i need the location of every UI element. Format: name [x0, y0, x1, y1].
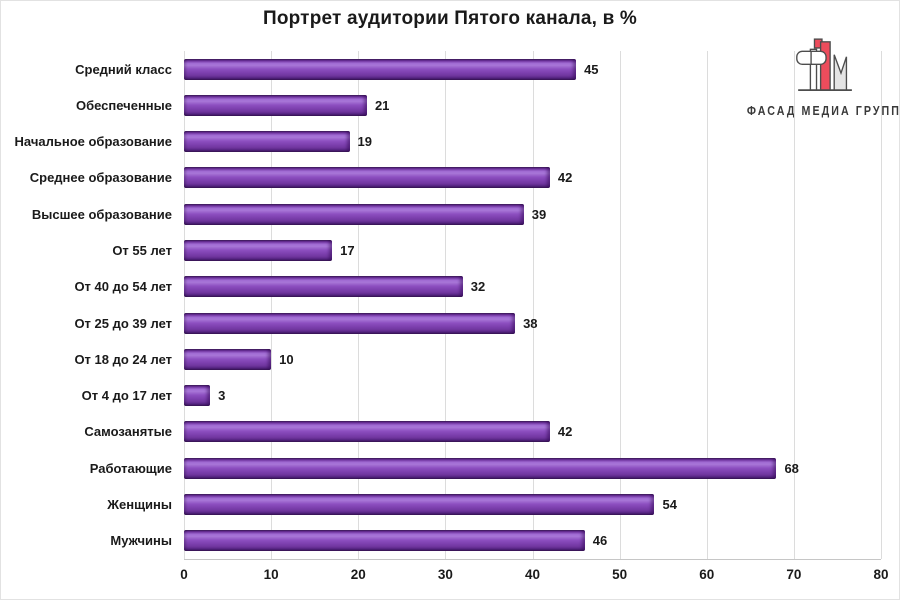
category-label: От 18 до 24 лет: [74, 351, 172, 367]
fasad-media-monogram-icon: [796, 38, 852, 91]
bar: [184, 58, 577, 80]
bar: [184, 421, 550, 443]
x-tick-label: 10: [263, 567, 279, 582]
x-tick-label: 80: [873, 567, 889, 582]
chart-title: Портрет аудитории Пятого канала, в %: [262, 8, 638, 29]
bar: [184, 312, 516, 334]
gridline: [532, 51, 534, 559]
bar: [184, 494, 655, 516]
gridline: [793, 51, 795, 559]
bar-row: От 40 до 54 лет 32: [1, 269, 899, 305]
bar-track: 32: [184, 276, 881, 298]
bar-track: 42: [184, 167, 881, 189]
data-label: 42: [557, 424, 573, 440]
x-tick-label: 40: [524, 567, 541, 582]
bar-rows: Средний класс 45 Обеспеченные 21 Начальное о…: [1, 51, 899, 559]
bar: [184, 530, 585, 552]
bar-row: Работающие 68: [1, 450, 899, 486]
category-label: Начальное образование: [14, 134, 172, 150]
x-tick-label: 30: [437, 567, 453, 582]
data-label: 17: [340, 243, 355, 259]
x-tick-label: 50: [612, 567, 628, 582]
category-label: Высшее образование: [31, 206, 172, 222]
bar-track: 68: [184, 457, 881, 479]
x-axis: 0 10 20 30 40 50 60 70 80: [180, 560, 888, 590]
bar-row: От 55 лет 17: [1, 232, 899, 268]
bar-row: Женщины 54: [1, 486, 899, 522]
x-tick-label: 0: [180, 567, 188, 582]
bar: [184, 348, 272, 370]
bar: [184, 276, 463, 298]
category-label: Средний класс: [75, 61, 172, 77]
data-label: 42: [557, 170, 573, 186]
bar-track: 10: [184, 348, 881, 370]
data-label: 3: [218, 388, 226, 404]
bar: [184, 457, 777, 479]
data-label: 38: [523, 315, 538, 331]
gridline: [271, 51, 273, 559]
data-label: 32: [470, 279, 486, 295]
bar-row: От 18 до 24 лет 10: [1, 341, 899, 377]
bar-track: 45: [184, 58, 881, 80]
category-label: Мужчины: [110, 533, 172, 549]
bar-track: 19: [184, 131, 881, 153]
category-label: От 4 до 17 лет: [81, 388, 172, 404]
bar-track: 42: [184, 421, 881, 443]
category-label: От 55 лет: [112, 243, 172, 259]
category-label: Самозанятые: [84, 424, 172, 440]
bar-row: Начальное образование 19: [1, 124, 899, 160]
category-label: Обеспеченные: [75, 97, 172, 113]
bar-row: Самозанятые 42: [1, 414, 899, 450]
gridline: [184, 51, 185, 559]
data-label: 10: [279, 351, 294, 367]
gridline: [619, 51, 621, 559]
bar: [184, 385, 211, 407]
bar-track: 17: [184, 240, 881, 262]
bar-row: Мужчины 46: [1, 523, 899, 559]
bar-row: Средний класс 45: [1, 51, 899, 87]
plot-area: [184, 51, 882, 560]
bar-row: Среднее образование 42: [1, 160, 899, 196]
x-tick-label: 20: [350, 567, 366, 582]
bar-row: Обеспеченные 21: [1, 87, 899, 123]
logo-text: ФАСАД МЕДИА ГРУПП: [746, 103, 900, 118]
bar: [184, 240, 333, 262]
gridline: [881, 51, 882, 559]
bar-row: От 4 до 17 лет 3: [1, 378, 899, 414]
category-label: От 25 до 39 лет: [74, 315, 172, 331]
data-label: 21: [374, 97, 390, 113]
x-tick-label: 70: [786, 567, 802, 582]
bar-track: 38: [184, 312, 881, 334]
data-label: 46: [592, 533, 608, 549]
x-tick-label: 60: [699, 567, 715, 582]
logo: ФАСАД МЕДИА ГРУПП: [746, 35, 900, 118]
bar-row: От 25 до 39 лет 38: [1, 305, 899, 341]
bar-track: 46: [184, 530, 881, 552]
gridline: [445, 51, 447, 559]
category-label: Работающие: [89, 460, 172, 476]
bar-track: 21: [184, 94, 881, 116]
category-label: Среднее образование: [29, 170, 172, 186]
bar-track: 54: [184, 494, 881, 516]
bar: [184, 94, 367, 116]
data-label: 45: [584, 61, 599, 77]
gridline: [358, 51, 360, 559]
category-label: От 40 до 54 лет: [74, 279, 172, 295]
bar-track: 3: [184, 385, 881, 407]
bar: [184, 167, 550, 189]
gridline: [706, 51, 708, 559]
bar-row: Высшее образование 39: [1, 196, 899, 232]
bar: [184, 203, 524, 225]
data-label: 54: [662, 497, 677, 513]
data-label: 19: [357, 134, 372, 150]
bar: [184, 131, 350, 153]
data-label: 68: [784, 460, 799, 476]
category-label: Женщины: [107, 497, 172, 513]
data-label: 39: [531, 206, 547, 222]
bar-track: 39: [184, 203, 881, 225]
